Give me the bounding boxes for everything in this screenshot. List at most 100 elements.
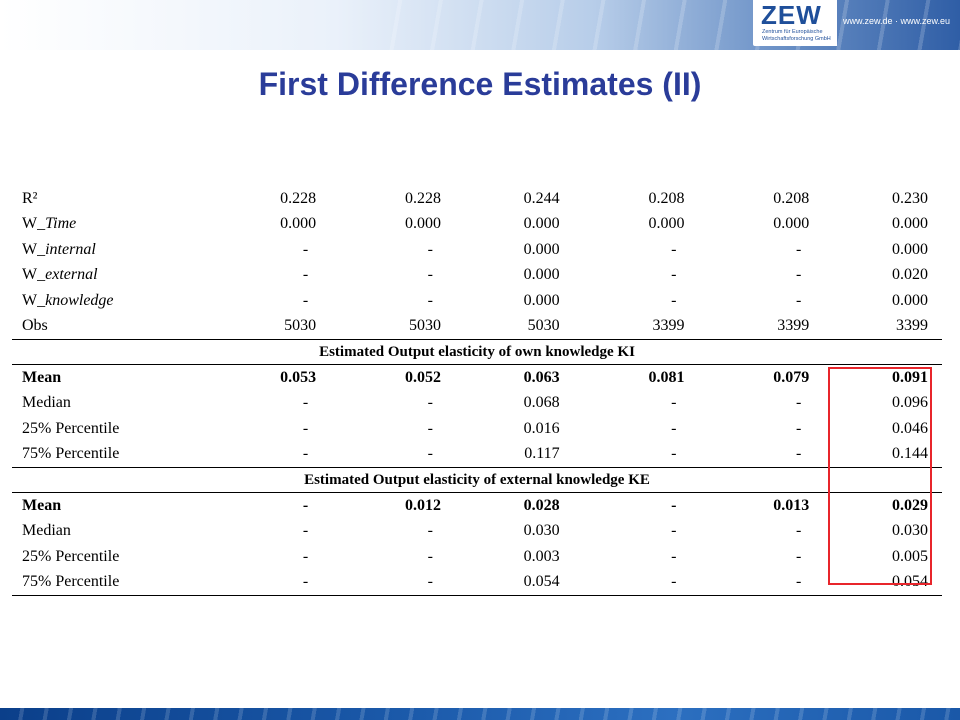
table-cell: - (795, 522, 802, 540)
table-cell: - (427, 291, 433, 309)
table-cell: 0.228 (404, 189, 441, 207)
table-cell: 0.029 (892, 496, 928, 514)
section-header-row: Estimated Output elasticity of external … (12, 467, 942, 493)
row-label: R² (12, 186, 205, 212)
row-label: Mean (22, 368, 62, 386)
zew-logo[interactable]: ZEW Zentrum für Europäische Wirtschaftsf… (753, 0, 837, 46)
table-cell: 0.000 (280, 215, 317, 233)
table-row: 75% Percentile - -0.054- -0.054 (12, 569, 942, 596)
table-cell: 5030 (454, 313, 574, 340)
row-label: Mean (22, 496, 62, 514)
table-cell: - (795, 394, 802, 412)
table-cell: 0.003 (523, 547, 560, 565)
table-cell: 5030 (205, 313, 331, 340)
highlight-box (828, 367, 932, 585)
logo-text: ZEW (761, 0, 822, 30)
row-label: W_Time (12, 212, 205, 238)
table-cell: - (795, 419, 802, 437)
page-title: First Difference Estimates (II) (258, 66, 702, 102)
table-cell: 0.144 (823, 441, 942, 468)
table-cell: - (671, 522, 677, 540)
table-cell: - (302, 266, 309, 284)
table-cell: 0.068 (523, 394, 560, 412)
table-cell: 3399 (823, 313, 942, 340)
header-decoration (380, 0, 960, 50)
row-label-italic: Time (45, 215, 77, 233)
table-row: W_knowledge - - 0.000 - - 0.000 (12, 288, 942, 314)
row-label-prefix: W_ (22, 240, 46, 258)
table-cell: - (795, 240, 802, 258)
table-cell: - (427, 394, 433, 412)
table-cell: - (698, 569, 824, 596)
table-cell: 0.079 (773, 368, 810, 386)
header-url: www.zew.de · www.zew.eu (843, 16, 951, 26)
row-label-prefix: W_ (22, 215, 46, 233)
table-cell: - (427, 266, 433, 284)
table-row: Median - - 0.030 - - 0.030 (12, 519, 942, 545)
table-cell: 0.081 (648, 368, 685, 386)
table-cell: - (302, 291, 309, 309)
table-cell: - (330, 441, 455, 468)
table-cell: 0.012 (404, 496, 441, 514)
row-label-italic: knowledge (45, 291, 114, 309)
table-cell: - (302, 547, 309, 565)
row-label-italic: internal (45, 240, 96, 258)
table-cell: - (671, 394, 677, 412)
row-label: 75% Percentile (12, 569, 206, 596)
table-cell: 0.117 (454, 441, 574, 468)
table-cell: - (427, 419, 433, 437)
table-cell: 0.046 (892, 419, 928, 437)
row-label: W_knowledge (12, 288, 205, 314)
table-cell: - (573, 441, 699, 468)
table-cell: 0.063 (523, 368, 560, 386)
table-row: 75% Percentile - -0.117- -0.144 (12, 441, 942, 468)
table-row: W_external - - 0.000 - - 0.020 (12, 263, 942, 289)
table-cell: 0.005 (892, 547, 928, 565)
table-cell: 0.016 (523, 419, 560, 437)
row-label-prefix: R² (22, 189, 38, 207)
row-label: Median (22, 522, 71, 540)
table-cell: 0.054 (823, 569, 942, 596)
table-cell: - (698, 441, 824, 468)
table-cell: 0.000 (892, 215, 928, 233)
footer-bar (0, 708, 960, 720)
table-cell: - (671, 240, 677, 258)
section-title: Estimated Output elasticity of external … (12, 467, 942, 493)
row-label: 25% Percentile (22, 547, 120, 565)
table-cell: 0.000 (523, 266, 560, 284)
row-label-prefix: Obs (22, 317, 48, 335)
footer-decoration (0, 708, 960, 720)
section-title: Estimated Output elasticity of own knowl… (12, 339, 942, 365)
table-cell: 0.244 (523, 189, 560, 207)
table-cell: 0.000 (404, 215, 441, 233)
table-row: Obs 5030 5030 5030 3399 3399 3399 (12, 313, 942, 340)
table-cell: 0.091 (892, 368, 928, 386)
table-cell: 0.000 (523, 240, 560, 258)
table-cell: 0.000 (648, 215, 685, 233)
table-cell: 0.208 (648, 189, 685, 207)
row-label: Median (22, 394, 71, 412)
table-cell: 0.013 (773, 496, 810, 514)
table-cell: 0.096 (892, 394, 928, 412)
table-cell: - (671, 496, 677, 514)
table-cell: - (330, 569, 455, 596)
table-cell: 0.053 (280, 368, 317, 386)
row-label: W_external (12, 263, 205, 289)
table-cell: - (671, 419, 677, 437)
table-cell: - (795, 291, 802, 309)
table-cell: 0.030 (892, 522, 928, 540)
table-cell: 3399 (573, 313, 699, 340)
table-cell: 0.030 (523, 522, 560, 540)
table-cell: - (302, 496, 309, 514)
table-cell: 0.228 (280, 189, 317, 207)
table-cell: - (302, 522, 309, 540)
table-cell: 3399 (698, 313, 824, 340)
table-cell: 0.000 (773, 215, 810, 233)
table-cell: - (795, 547, 802, 565)
table-row: R² 0.228 0.228 0.244 0.208 0.208 0.230 (12, 186, 942, 212)
table-cell: 0.020 (892, 266, 928, 284)
table-row: 25% Percentile - - 0.003 - - 0.005 (12, 544, 942, 570)
table-row: W_internal - - 0.000 - - 0.000 (12, 237, 942, 263)
table-row: 25% Percentile - - 0.016 - - 0.046 (12, 416, 942, 442)
row-label-prefix: W_ (22, 291, 46, 309)
